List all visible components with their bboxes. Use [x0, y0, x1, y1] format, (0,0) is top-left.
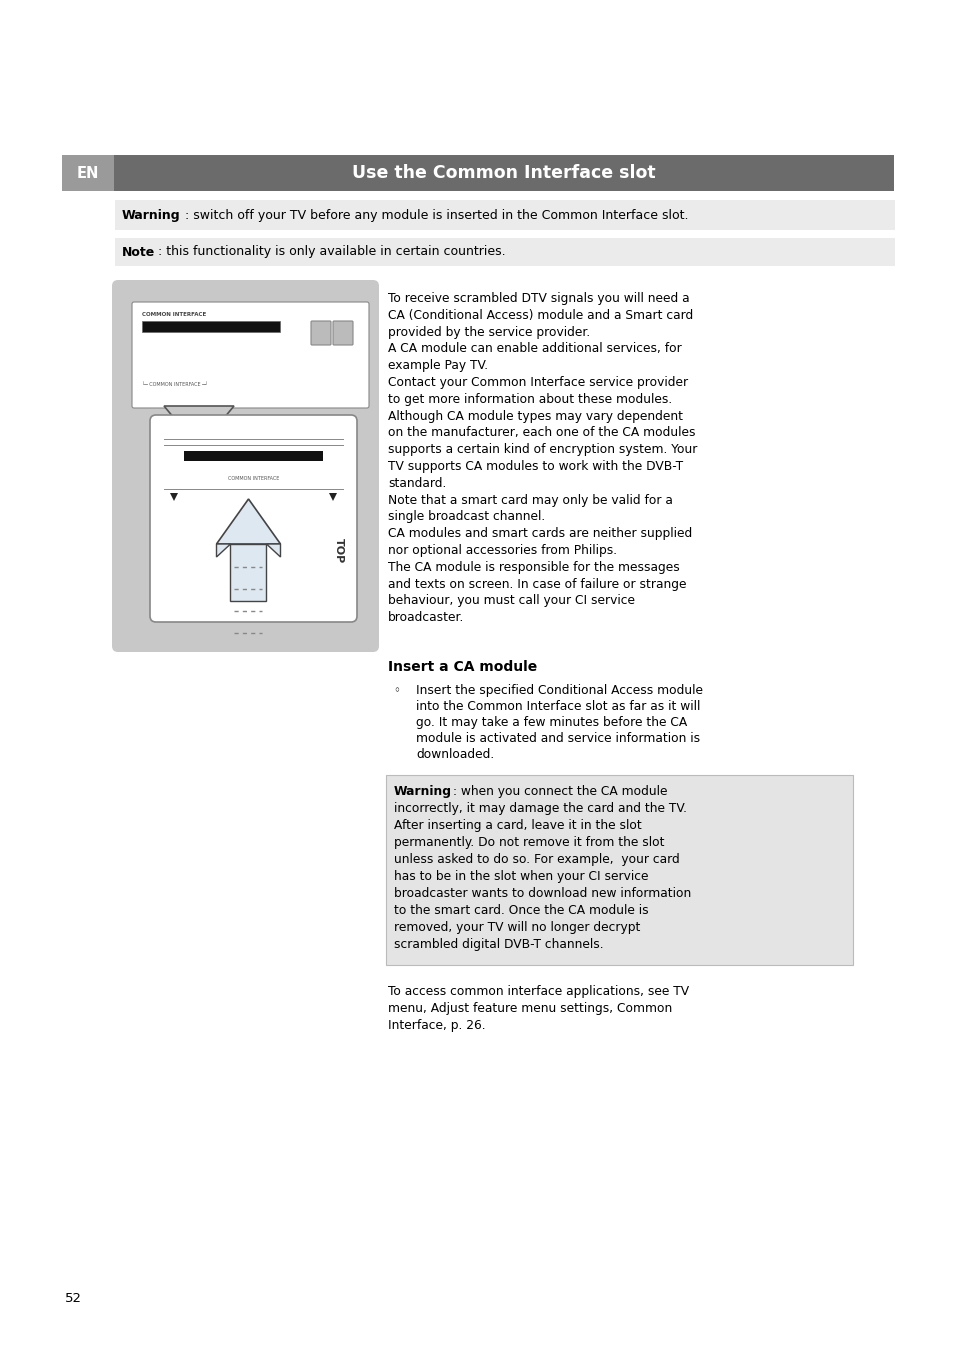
- Text: to get more information about these modules.: to get more information about these modu…: [388, 393, 672, 405]
- Bar: [113, 155, 893, 190]
- Text: CA modules and smart cards are neither supplied: CA modules and smart cards are neither s…: [388, 527, 692, 540]
- Text: nor optional accessories from Philips.: nor optional accessories from Philips.: [388, 544, 617, 557]
- Text: scrambled digital DVB-T channels.: scrambled digital DVB-T channels.: [394, 938, 603, 951]
- Bar: [386, 775, 852, 965]
- Text: 52: 52: [65, 1292, 82, 1305]
- Text: Warning: Warning: [394, 785, 452, 798]
- Bar: [184, 451, 323, 461]
- Text: Use the Common Interface slot: Use the Common Interface slot: [352, 163, 655, 182]
- Text: incorrectly, it may damage the card and the TV.: incorrectly, it may damage the card and …: [394, 802, 686, 815]
- Polygon shape: [216, 499, 280, 544]
- Text: standard.: standard.: [388, 477, 446, 490]
- Text: A CA module can enable additional services, for: A CA module can enable additional servic…: [388, 342, 681, 355]
- Text: permanently. Do not remove it from the slot: permanently. Do not remove it from the s…: [394, 836, 664, 848]
- Text: single broadcast channel.: single broadcast channel.: [388, 511, 545, 523]
- Text: EN: EN: [77, 166, 99, 181]
- Polygon shape: [329, 493, 336, 501]
- Text: The CA module is responsible for the messages: The CA module is responsible for the mes…: [388, 561, 679, 574]
- Text: removed, your TV will no longer decrypt: removed, your TV will no longer decrypt: [394, 921, 639, 934]
- Polygon shape: [170, 493, 178, 501]
- Text: Note: Note: [122, 246, 155, 258]
- Polygon shape: [164, 407, 233, 449]
- Text: unless asked to do so. For example,  your card: unless asked to do so. For example, your…: [394, 852, 679, 866]
- FancyBboxPatch shape: [132, 303, 369, 408]
- Text: menu, Adjust feature menu settings, Common: menu, Adjust feature menu settings, Comm…: [388, 1002, 672, 1015]
- Text: example Pay TV.: example Pay TV.: [388, 359, 488, 372]
- Text: on the manufacturer, each one of the CA modules: on the manufacturer, each one of the CA …: [388, 427, 695, 439]
- Bar: [142, 322, 280, 332]
- Text: has to be in the slot when your CI service: has to be in the slot when your CI servi…: [394, 870, 648, 884]
- FancyBboxPatch shape: [112, 280, 378, 653]
- Text: Interface, p. 26.: Interface, p. 26.: [388, 1019, 485, 1032]
- Text: : switch off your TV before any module is inserted in the Common Interface slot.: : switch off your TV before any module i…: [185, 208, 688, 222]
- Text: After inserting a card, leave it in the slot: After inserting a card, leave it in the …: [394, 819, 641, 832]
- Text: supports a certain kind of encryption system. Your: supports a certain kind of encryption sy…: [388, 443, 697, 457]
- Text: behaviour, you must call your CI service: behaviour, you must call your CI service: [388, 594, 635, 608]
- Text: TV supports CA modules to work with the DVB-T: TV supports CA modules to work with the …: [388, 459, 682, 473]
- Text: └─ COMMON INTERFACE ─┘: └─ COMMON INTERFACE ─┘: [142, 381, 208, 386]
- Bar: [115, 200, 894, 230]
- Text: Although CA module types may vary dependent: Although CA module types may vary depend…: [388, 409, 682, 423]
- Text: Warning: Warning: [122, 208, 180, 222]
- FancyBboxPatch shape: [333, 322, 353, 345]
- Text: Note that a smart card may only be valid for a: Note that a smart card may only be valid…: [388, 493, 672, 507]
- Text: CA (Conditional Access) module and a Smart card: CA (Conditional Access) module and a Sma…: [388, 309, 693, 322]
- Text: To access common interface applications, see TV: To access common interface applications,…: [388, 985, 688, 998]
- Text: : when you connect the CA module: : when you connect the CA module: [453, 785, 667, 798]
- Text: Insert a CA module: Insert a CA module: [388, 661, 537, 674]
- Text: TOP: TOP: [334, 539, 344, 563]
- FancyBboxPatch shape: [311, 322, 331, 345]
- Text: into the Common Interface slot as far as it will: into the Common Interface slot as far as…: [416, 700, 700, 713]
- Polygon shape: [266, 544, 280, 557]
- Text: broadcaster.: broadcaster.: [388, 611, 464, 624]
- Text: Contact your Common Interface service provider: Contact your Common Interface service pr…: [388, 376, 687, 389]
- Text: module is activated and service information is: module is activated and service informat…: [416, 732, 700, 744]
- Text: go. It may take a few minutes before the CA: go. It may take a few minutes before the…: [416, 716, 686, 730]
- Polygon shape: [216, 544, 231, 557]
- Text: to the smart card. Once the CA module is: to the smart card. Once the CA module is: [394, 904, 648, 917]
- Text: downloaded.: downloaded.: [416, 748, 494, 761]
- Bar: [231, 544, 266, 601]
- Text: Insert the specified Conditional Access module: Insert the specified Conditional Access …: [416, 684, 702, 697]
- Text: COMMON INTERFACE: COMMON INTERFACE: [142, 312, 206, 316]
- Text: COMMON INTERFACE: COMMON INTERFACE: [228, 477, 279, 481]
- Text: broadcaster wants to download new information: broadcaster wants to download new inform…: [394, 888, 691, 900]
- Text: ◦: ◦: [393, 684, 399, 697]
- FancyBboxPatch shape: [150, 415, 356, 621]
- Text: provided by the service provider.: provided by the service provider.: [388, 326, 590, 339]
- Bar: [115, 238, 894, 266]
- Text: To receive scrambled DTV signals you will need a: To receive scrambled DTV signals you wil…: [388, 292, 689, 305]
- Text: : this functionality is only available in certain countries.: : this functionality is only available i…: [158, 246, 505, 258]
- Bar: [62, 155, 113, 190]
- Text: and texts on screen. In case of failure or strange: and texts on screen. In case of failure …: [388, 578, 686, 590]
